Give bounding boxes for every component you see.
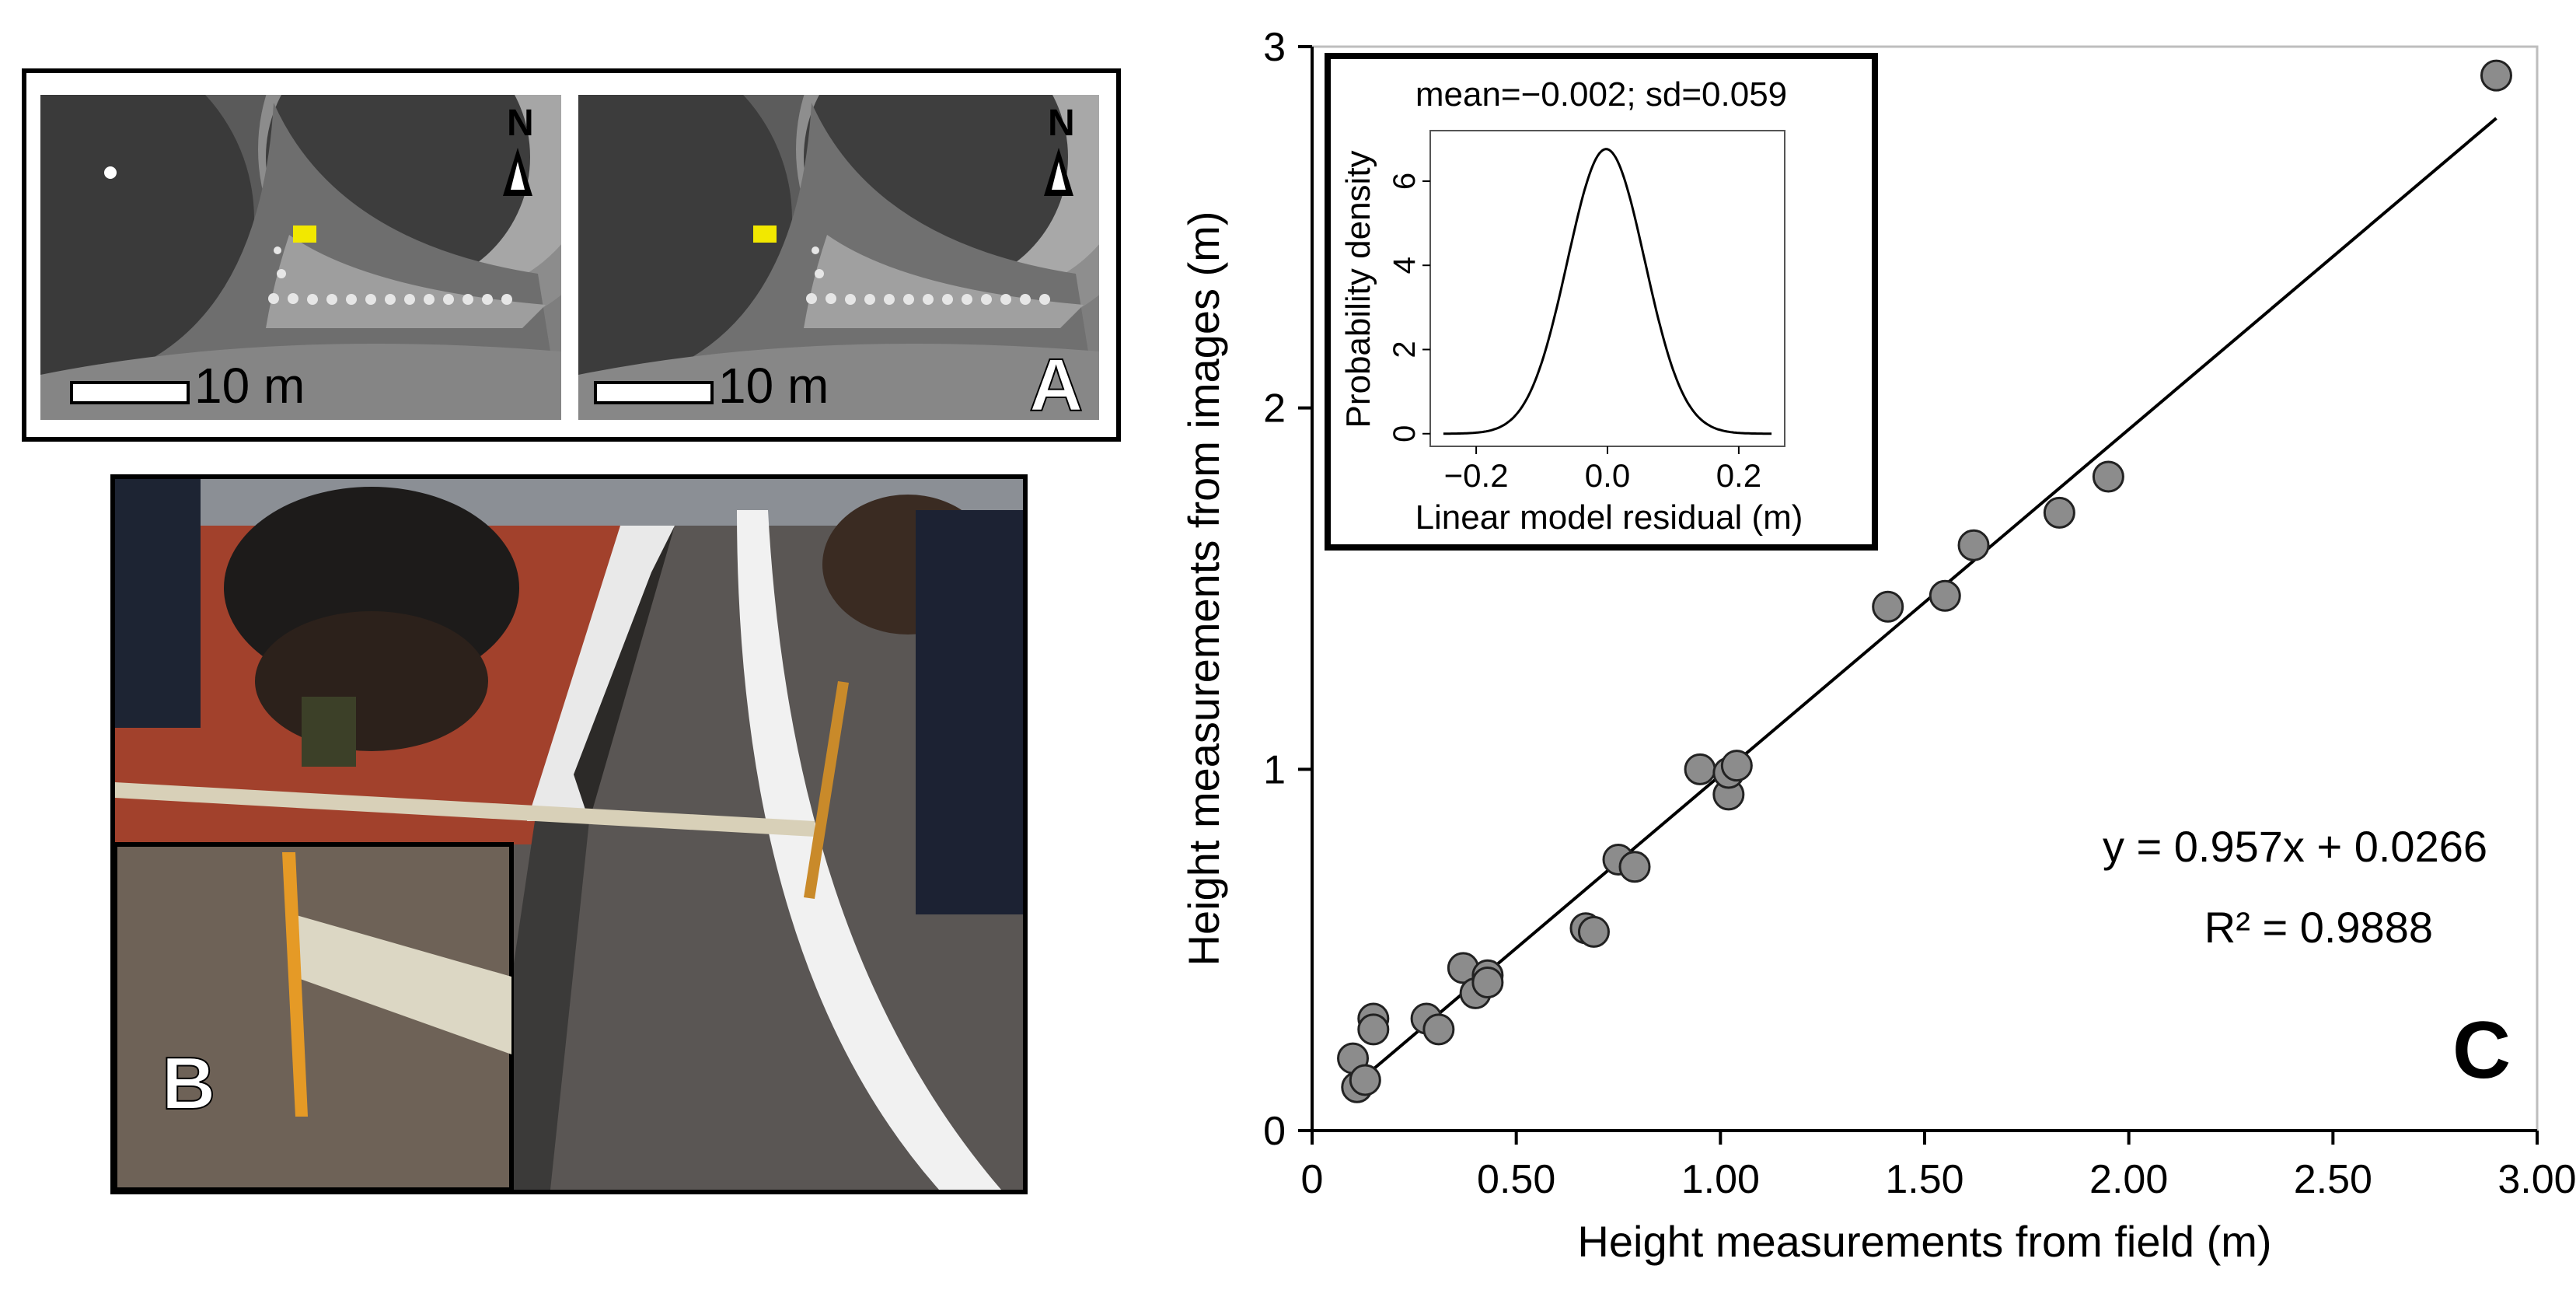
panel-a-satellite-images: 10 m N — [22, 68, 1121, 442]
inset-y-ticks: 0 2 4 6 — [1387, 173, 1430, 442]
satellite-image-right-graphic: 10 m N A — [578, 95, 1099, 420]
inset-x-tick-label: 0.2 — [1716, 457, 1761, 494]
inset-y-tick-label: 6 — [1387, 173, 1422, 190]
inset-y-tick-label: 0 — [1387, 425, 1422, 442]
scale-bar-label: 10 m — [718, 358, 829, 414]
regression-equation: y = 0.957x + 0.0266 — [2103, 822, 2487, 871]
scale-bar-label: 10 m — [194, 358, 305, 414]
regression-line — [1352, 117, 2497, 1088]
inset-density-chart: mean=−0.002; sd=0.059 −0.2 0.0 0.2 0 2 4 6 Li… — [1325, 53, 1878, 551]
field-photo-graphic: B — [115, 479, 1023, 1190]
north-arrow-icon: N — [1044, 103, 1075, 196]
north-label: N — [507, 103, 534, 144]
data-point — [1357, 1013, 1390, 1046]
data-point — [2092, 460, 2124, 493]
data-point — [1471, 966, 1504, 998]
x-tick-label: 2.50 — [2294, 1157, 2372, 1202]
satellite-image-left-graphic: 10 m N — [40, 95, 561, 420]
x-axis-label: Height measurements from field (m) — [1577, 1217, 2271, 1266]
panel-letter-b: B — [162, 1042, 215, 1125]
inset-x-tick-label: −0.2 — [1444, 457, 1509, 494]
x-tick-label: 1.50 — [1885, 1157, 1963, 1202]
x-axis-ticks: 0 0.50 1.00 1.50 2.00 2.50 3.00 — [1301, 1131, 2576, 1202]
density-curve — [1443, 148, 1772, 435]
scatter-chart: 0 0.50 1.00 1.50 2.00 2.50 3.00 0 1 2 3 Height me… — [1179, 25, 2576, 1266]
data-points — [1337, 59, 2512, 1103]
north-label: N — [1048, 103, 1075, 144]
data-point — [2043, 496, 2075, 529]
y-axis-label: Height measurements from images (m) — [1179, 212, 1228, 967]
north-arrow-icon: N — [503, 103, 534, 196]
panel-letter-c: C — [2452, 1005, 2511, 1096]
x-tick-label: 0.50 — [1477, 1157, 1555, 1202]
data-point — [1349, 1064, 1381, 1096]
x-tick-label: 1.00 — [1681, 1157, 1760, 1202]
inset-frame — [1325, 53, 1878, 551]
data-point — [1618, 851, 1651, 883]
y-tick-label: 3 — [1263, 25, 1286, 70]
x-tick-label: 0 — [1301, 1157, 1324, 1202]
panel-b-field-photo: B — [110, 474, 1028, 1194]
panel-letter-a: A — [1029, 344, 1083, 420]
data-point — [1872, 590, 1904, 623]
data-point — [2480, 59, 2512, 92]
x-tick-label: 3.00 — [2497, 1157, 2576, 1202]
data-point — [1957, 529, 1990, 561]
data-point — [1422, 1013, 1455, 1046]
inset-y-tick-label: 4 — [1387, 257, 1422, 274]
inset-y-tick-label: 2 — [1387, 341, 1422, 358]
panel-c-scatter-chart: 0 0.50 1.00 1.50 2.00 2.50 3.00 0 1 2 3 Height me… — [1150, 0, 2576, 1300]
y-axis-ticks: 0 1 2 3 — [1263, 25, 1312, 1154]
inset-y-label: Probability density — [1339, 150, 1377, 428]
y-tick-label: 1 — [1263, 747, 1286, 792]
x-tick-label: 2.00 — [2089, 1157, 2168, 1202]
inset-x-tick-label: 0.0 — [1585, 457, 1630, 494]
data-point — [1577, 915, 1610, 948]
y-tick-label: 2 — [1263, 386, 1286, 432]
data-point — [1720, 750, 1753, 782]
inset-title: mean=−0.002; sd=0.059 — [1415, 75, 1787, 114]
satellite-image-right: 10 m N A — [578, 95, 1099, 420]
inset-x-label: Linear model residual (m) — [1415, 498, 1803, 537]
y-tick-label: 0 — [1263, 1109, 1286, 1154]
r-squared-label: R² = 0.9888 — [2204, 903, 2433, 952]
data-point — [1684, 753, 1716, 785]
data-point — [1929, 579, 1961, 612]
inset-x-ticks: −0.2 0.0 0.2 — [1444, 446, 1761, 494]
satellite-image-left: 10 m N — [40, 95, 561, 420]
